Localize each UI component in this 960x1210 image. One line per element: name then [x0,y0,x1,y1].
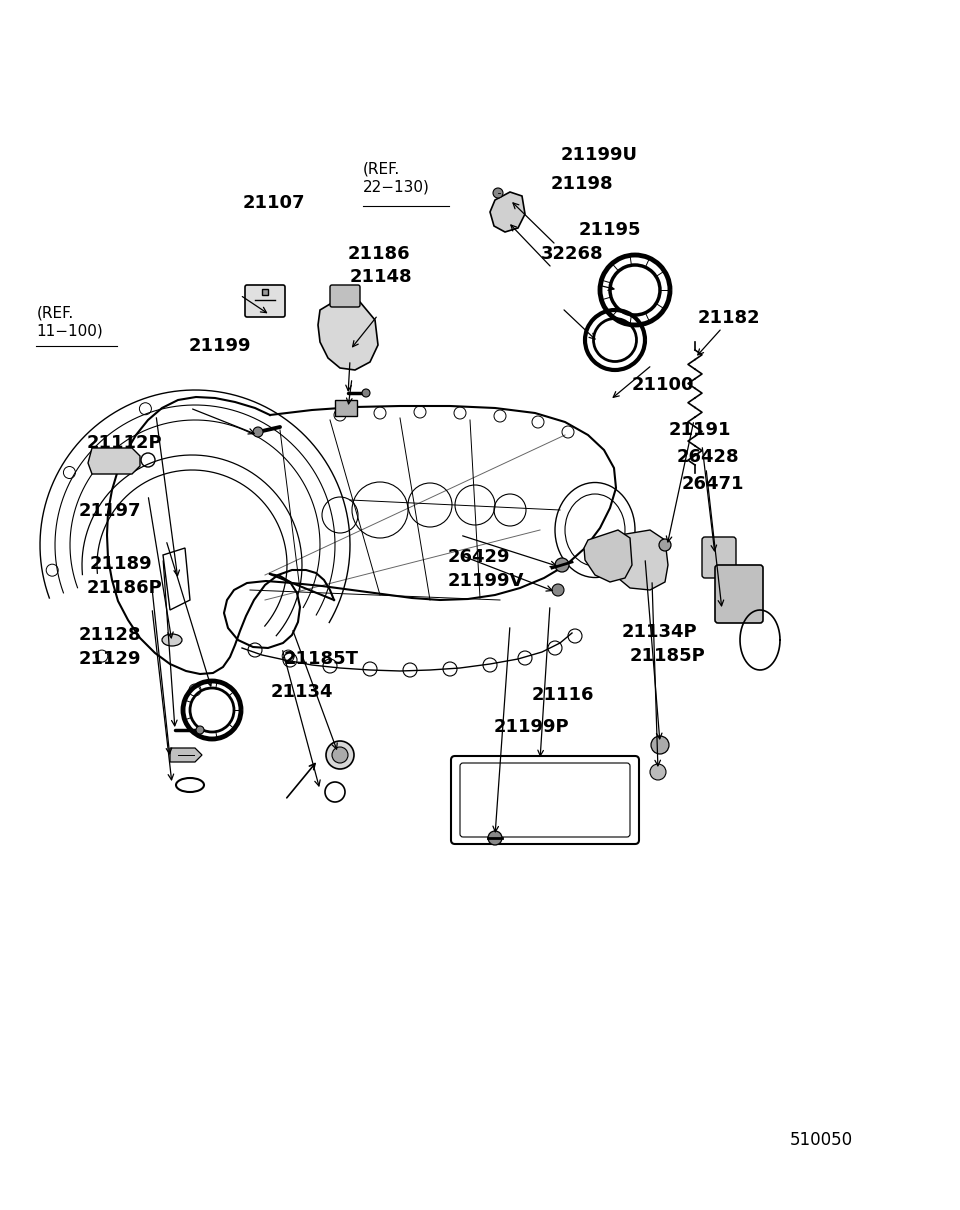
Text: 26471: 26471 [682,476,744,492]
Text: 21182: 21182 [698,310,760,327]
Circle shape [659,538,671,551]
Text: 21129: 21129 [79,651,141,668]
Circle shape [332,747,348,764]
Text: 21185P: 21185P [630,647,706,664]
Text: 21198: 21198 [551,175,613,192]
Text: 21189: 21189 [89,555,152,572]
Text: 21185T: 21185T [283,651,358,668]
Circle shape [651,736,669,754]
FancyBboxPatch shape [702,537,736,578]
Text: 21100: 21100 [632,376,694,393]
Text: 510050: 510050 [790,1131,853,1148]
Text: 26429: 26429 [447,548,510,565]
Text: 21199V: 21199V [447,572,524,589]
Circle shape [488,831,502,845]
Polygon shape [490,192,525,232]
Circle shape [555,558,569,572]
Text: 21112P: 21112P [86,434,162,451]
Text: 21134: 21134 [271,684,333,701]
Ellipse shape [162,634,182,646]
Text: 21116: 21116 [532,686,594,703]
Polygon shape [615,530,668,590]
Text: 21199U: 21199U [561,146,637,163]
Text: 21199: 21199 [188,338,251,355]
Text: 21134P: 21134P [622,623,698,640]
FancyBboxPatch shape [335,401,357,416]
Polygon shape [170,748,202,762]
Text: 21197: 21197 [79,502,141,519]
Text: 21186: 21186 [348,246,410,263]
Text: 21191: 21191 [669,421,732,438]
Text: 21107: 21107 [243,195,305,212]
Text: 21199P: 21199P [493,719,569,736]
Circle shape [253,427,263,437]
Text: 32268: 32268 [540,246,603,263]
Text: 26428: 26428 [677,449,739,466]
Polygon shape [88,448,140,474]
Polygon shape [318,298,378,370]
FancyBboxPatch shape [715,565,763,623]
Circle shape [493,188,503,198]
Text: 21195: 21195 [579,221,641,238]
Circle shape [362,388,370,397]
Polygon shape [584,530,632,582]
Circle shape [552,584,564,597]
Text: 21148: 21148 [349,269,412,286]
Text: (REF.
22−130): (REF. 22−130) [363,162,430,194]
Circle shape [650,764,666,780]
Circle shape [196,726,204,734]
Text: (REF.
11−100): (REF. 11−100) [36,306,104,338]
Circle shape [326,741,354,770]
Text: 21128: 21128 [79,627,141,644]
Text: 21186P: 21186P [86,580,162,597]
FancyBboxPatch shape [245,286,285,317]
FancyBboxPatch shape [330,286,360,307]
